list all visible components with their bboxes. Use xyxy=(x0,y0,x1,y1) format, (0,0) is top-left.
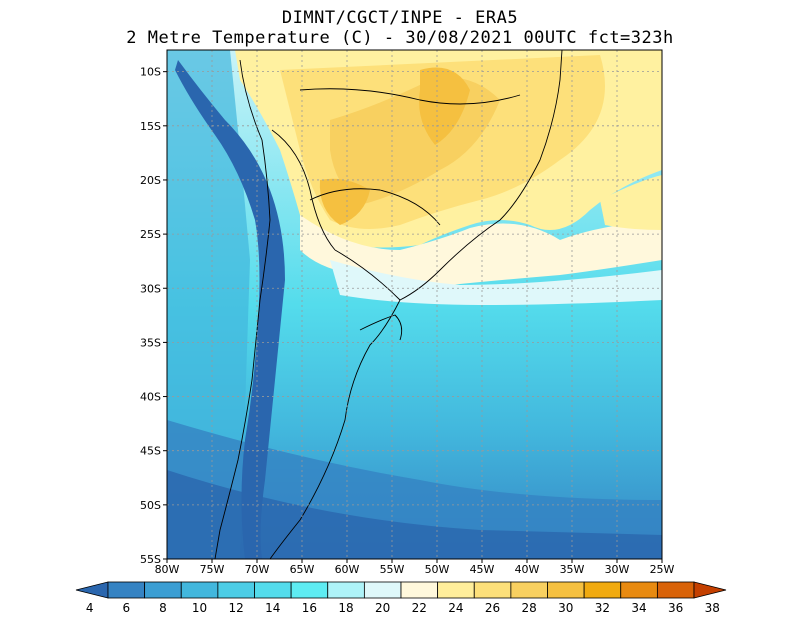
lon-label-9: 35W xyxy=(560,563,585,576)
lat-label-0: 10S xyxy=(140,66,161,79)
colorbar-box-10 xyxy=(437,581,475,599)
colorbar-box-9 xyxy=(400,581,439,599)
temperature-field xyxy=(167,50,662,559)
colorbar-label-11: 26 xyxy=(485,601,500,615)
lon-label-3: 65W xyxy=(290,563,315,576)
lon-label-4: 60W xyxy=(335,563,360,576)
lon-label-0: 80W xyxy=(155,563,180,576)
lon-label-8: 40W xyxy=(515,563,540,576)
colorbar-label-15: 34 xyxy=(631,601,646,615)
lon-label-10: 30W xyxy=(605,563,630,576)
longitude-labels: 80W 75W 70W 65W 60W 55W 50W 45W 40W 35W 30W 25W xyxy=(155,559,675,576)
colorbar-box-6 xyxy=(290,581,329,599)
map-title: DIMNT/CGCT/INPE - ERA5 xyxy=(281,8,519,28)
colorbar-label-10: 24 xyxy=(448,601,463,615)
colorbar-box-4 xyxy=(217,581,255,599)
map-subtitle: 2 Metre Temperature (C) - 30/08/2021 00U… xyxy=(126,28,674,48)
lat-label-7: 45S xyxy=(140,445,161,458)
lat-label-9: 55S xyxy=(140,553,161,566)
colorbar-label-2: 8 xyxy=(159,601,167,615)
colorbar-box-15 xyxy=(620,581,658,599)
colorbar-box-1 xyxy=(107,581,146,599)
colorbar-box-12 xyxy=(510,581,548,599)
colorbar-label-13: 30 xyxy=(558,601,573,615)
colorbar-label-7: 18 xyxy=(338,601,353,615)
lat-label-5: 35S xyxy=(140,336,161,349)
lat-label-8: 50S xyxy=(140,499,161,512)
colorbar-box-11 xyxy=(473,581,512,599)
lon-label-11: 25W xyxy=(650,563,675,576)
lon-label-1: 75W xyxy=(200,563,225,576)
lon-label-6: 50W xyxy=(425,563,450,576)
lat-label-1: 15S xyxy=(140,120,161,133)
colorbar-arrow-high xyxy=(693,581,727,599)
colorbar-box-16 xyxy=(656,581,695,599)
colorbar-label-5: 14 xyxy=(265,601,280,615)
colorbar-arrow-low xyxy=(75,581,109,599)
lon-label-5: 55W xyxy=(380,563,405,576)
colorbar-box-7 xyxy=(327,581,365,599)
colorbar-box-13 xyxy=(547,581,585,599)
lat-label-4: 30S xyxy=(140,282,161,295)
map-frame xyxy=(166,49,663,560)
colorbar-label-3: 10 xyxy=(192,601,207,615)
colorbar-label-6: 16 xyxy=(302,601,317,615)
colorbar-label-0: 4 xyxy=(86,601,94,615)
lon-label-2: 70W xyxy=(245,563,270,576)
colorbar-box-8 xyxy=(363,581,402,599)
country-borders xyxy=(214,50,563,559)
colorbar-label-14: 32 xyxy=(595,601,610,615)
colorbar: 4 6 8 10 12 14 16 18 20 22 24 26 28 30 32 34 36 38 xyxy=(75,581,727,615)
colorbar-label-4: 12 xyxy=(229,601,244,615)
colorbar-box-3 xyxy=(180,581,219,599)
lat-label-2: 20S xyxy=(140,174,161,187)
colorbar-label-12: 28 xyxy=(522,601,537,615)
colorbar-label-1: 6 xyxy=(122,601,130,615)
colorbar-label-8: 20 xyxy=(375,601,390,615)
colorbar-label-17: 38 xyxy=(705,601,720,615)
lon-label-7: 45W xyxy=(470,563,495,576)
latitude-labels: 10S 15S 20S 25S 30S 35S 40S 45S 50S 55S xyxy=(140,66,167,566)
colorbar-box-5 xyxy=(254,581,292,599)
colorbar-box-14 xyxy=(583,581,622,599)
lat-label-3: 25S xyxy=(140,228,161,241)
colorbar-label-9: 22 xyxy=(412,601,427,615)
colorbar-box-2 xyxy=(144,581,182,599)
colorbar-label-16: 36 xyxy=(668,601,683,615)
lat-label-6: 40S xyxy=(140,391,161,404)
